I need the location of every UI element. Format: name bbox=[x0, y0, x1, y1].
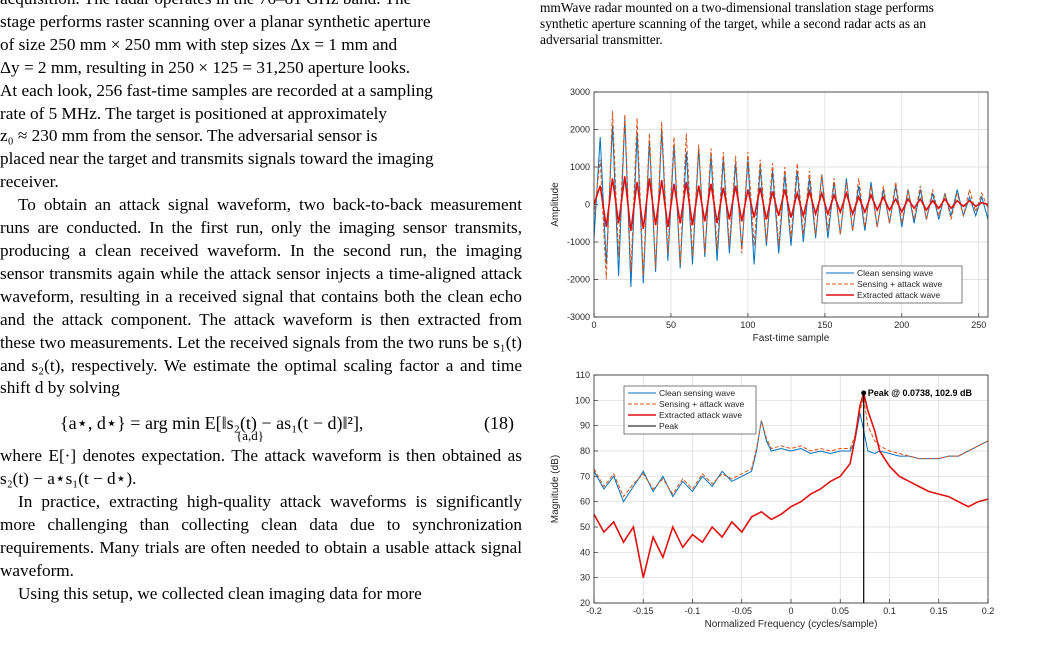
x-axis-label: Normalized Frequency (cycles/sample) bbox=[705, 619, 878, 630]
time-domain-chart-svg: 0 50 100 150 200 250 -3000 -2000 -1000 0 1000 2000 3… bbox=[550, 87, 989, 344]
x-tick-label: -0.15 bbox=[633, 606, 654, 616]
caption-line: mmWave radar mounted on a two-dimensiona… bbox=[540, 0, 934, 15]
peak-annotation: Peak @ 0.0738, 102.9 dB bbox=[868, 388, 973, 398]
x-tick-label: -0.05 bbox=[731, 606, 752, 616]
para1-line: z₀ ≈ 230 mm from the sensor. The adversa… bbox=[0, 126, 378, 146]
y-tick-label: 90 bbox=[580, 421, 590, 431]
x-tick-label: 150 bbox=[817, 320, 832, 330]
y-tick-label: -3000 bbox=[567, 312, 590, 322]
y-tick-label: 100 bbox=[575, 395, 590, 405]
peak-marker bbox=[861, 390, 867, 396]
legend-label: Clean sensing wave bbox=[659, 388, 735, 398]
caption-line: synthetic aperture scanning of the targe… bbox=[540, 16, 927, 31]
paragraph-practice: In practice, extracting high-quality att… bbox=[0, 492, 522, 580]
y-axis-label: Magnitude (dB) bbox=[550, 455, 561, 523]
axes-box bbox=[593, 91, 989, 318]
para1-line: stage performs raster scanning over a pl… bbox=[0, 11, 431, 31]
para1-line: of size 250 mm × 250 mm with step sizes … bbox=[0, 34, 398, 54]
left-column-text: acquisition. The radar operates in the 7… bbox=[0, 0, 522, 603]
x-tick-label: 250 bbox=[971, 320, 986, 330]
legend-label: Extracted attack wave bbox=[857, 290, 940, 300]
y-tick-label: 70 bbox=[580, 471, 590, 481]
legend-label: Sensing + attack wave bbox=[659, 399, 745, 409]
paragraph-attack-waveform: To obtain an attack signal waveform, two… bbox=[0, 195, 522, 398]
caption-line: adversarial transmitter. bbox=[540, 32, 663, 47]
paragraph-expectation: where E[·] denotes expectation. The atta… bbox=[0, 446, 522, 489]
frequency-domain-chart-svg: -0.2 -0.15 -0.1 -0.05 0 0.05 0.1 0.15 0.2 20 30 40 5… bbox=[550, 370, 995, 630]
x-tick-label: 0.05 bbox=[831, 606, 849, 616]
series-line bbox=[594, 176, 988, 231]
series-group bbox=[594, 389, 988, 603]
axes-box bbox=[593, 374, 989, 604]
para1-line: acquisition. The radar operates in the 7… bbox=[0, 0, 411, 8]
x-tick-label: 0 bbox=[591, 320, 596, 330]
legend-label: Sensing + attack wave bbox=[857, 279, 943, 289]
x-tick-label: -0.1 bbox=[685, 606, 701, 616]
para1-line: rate of 5 MHz. The target is positioned … bbox=[0, 103, 387, 123]
paragraph-data-collection: Using this setup, we collected clean ima… bbox=[18, 583, 422, 603]
y-tick-label: 1000 bbox=[570, 162, 590, 172]
x-tick-label: 50 bbox=[666, 320, 676, 330]
para1-line: placed near the target and transmits sig… bbox=[0, 149, 434, 169]
y-tick-label: 80 bbox=[580, 446, 590, 456]
x-tick-label: 0.15 bbox=[930, 606, 948, 616]
para1-line: receiver. bbox=[0, 172, 59, 192]
x-tick-label: 100 bbox=[740, 320, 755, 330]
x-tick-label: -0.2 bbox=[586, 606, 602, 616]
para1-line: At each look, 256 fast-time samples are … bbox=[0, 80, 433, 100]
series-group bbox=[594, 110, 988, 288]
frequency-domain-chart: -0.2 -0.15 -0.1 -0.05 0 0.05 0.1 0.15 0.2 20 30 40 5… bbox=[530, 365, 1040, 635]
y-tick-label: 3000 bbox=[570, 87, 590, 97]
equation-18: {a⋆, d⋆} = arg min E[‖s₂(t) − as₁(t − d)… bbox=[0, 403, 522, 443]
y-axis-label: Amplitude bbox=[550, 182, 561, 227]
y-tick-label: 110 bbox=[576, 370, 590, 380]
y-tick-label: 50 bbox=[580, 522, 590, 532]
equation-number: (18) bbox=[484, 413, 514, 434]
para1-line: Δy = 2 mm, resulting in 250 × 125 = 31,2… bbox=[0, 57, 411, 77]
time-domain-chart: 0 50 100 150 200 250 -3000 -2000 -1000 0 1000 2000 3… bbox=[530, 80, 1040, 352]
legend-label: Peak bbox=[659, 421, 679, 431]
x-tick-label: 0.2 bbox=[982, 606, 995, 616]
series-line bbox=[594, 110, 988, 280]
x-tick-label: 0.1 bbox=[883, 606, 896, 616]
legend-label: Clean sensing wave bbox=[857, 268, 933, 278]
figure-caption: mmWave radar mounted on a two-dimensiona… bbox=[540, 0, 1030, 48]
y-tick-label: 20 bbox=[580, 598, 590, 608]
y-tick-label: -2000 bbox=[567, 275, 590, 285]
legend-label: Extracted attack wave bbox=[659, 410, 742, 420]
y-tick-label: 0 bbox=[585, 200, 590, 210]
y-tick-label: 60 bbox=[580, 497, 590, 507]
x-axis-label: Fast-time sample bbox=[753, 333, 830, 344]
series-line bbox=[594, 389, 988, 578]
equation-body: {a⋆, d⋆} = arg min E[‖s₂(t) − as₁(t − d)… bbox=[60, 413, 364, 434]
y-tick-label: 30 bbox=[580, 573, 590, 583]
series-line bbox=[594, 397, 988, 498]
equation-subscript: {a,d} bbox=[236, 428, 264, 444]
paragraph-setup: acquisition. The radar operates in the 7… bbox=[0, 0, 522, 194]
y-tick-label: 40 bbox=[580, 547, 590, 557]
y-tick-label: -1000 bbox=[567, 237, 590, 247]
x-tick-label: 0 bbox=[788, 606, 793, 616]
y-tick-label: 2000 bbox=[570, 125, 590, 135]
x-tick-label: 200 bbox=[894, 320, 909, 330]
